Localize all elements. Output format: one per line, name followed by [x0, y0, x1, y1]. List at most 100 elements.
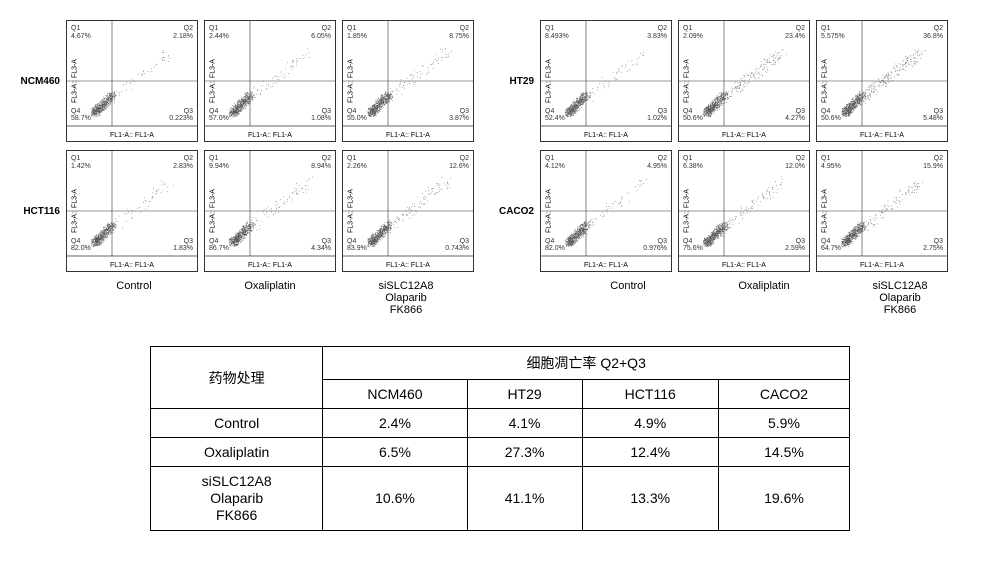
x-axis-label: FL1-A:: FL1-A	[110, 262, 154, 269]
table-cell: 10.6%	[323, 467, 467, 530]
flow-plot: Q19.94%Q28.94%Q34.34%Q486.7%FL3-A:: FL3-…	[204, 150, 336, 272]
row-top: NCM460 Q14.67%Q22.18%Q30.223%Q458.7%FL3-…	[20, 20, 980, 142]
flow-cytometry-grid: NCM460 Q14.67%Q22.18%Q30.223%Q458.7%FL3-…	[20, 20, 980, 316]
x-axis-label: FL1-A:: FL1-A	[110, 132, 154, 139]
q2-label: Q212.6%	[449, 155, 469, 170]
q4-label: Q482.0%	[71, 238, 91, 253]
table-cell: 6.5%	[323, 438, 467, 467]
flow-plot: Q16.38%Q212.0%Q32.59%Q475.6%FL3-A:: FL3-…	[678, 150, 810, 272]
x-axis-label: FL1-A:: FL1-A	[386, 262, 430, 269]
cell-line-label: HT29	[494, 76, 534, 87]
table-column-header: HCT116	[582, 380, 718, 409]
table-cell: 19.6%	[718, 467, 849, 530]
treatment-labels-row: ControlOxaliplatinsiSLC12A8OlaparibFK866…	[20, 280, 980, 316]
q3-label: Q30.743%	[445, 238, 469, 253]
q1-label: Q11.85%	[347, 25, 367, 40]
q4-label: Q483.9%	[347, 238, 367, 253]
table-header-rate: 细胞凋亡率 Q2+Q3	[323, 347, 850, 380]
q1-label: Q15.575%	[821, 25, 845, 40]
table-cell: 12.4%	[582, 438, 718, 467]
flow-plot: Q14.67%Q22.18%Q30.223%Q458.7%FL3-A:: FL3…	[66, 20, 198, 142]
flow-plot: Q12.09%Q223.4%Q34.27%Q450.6%FL3-A:: FL3-…	[678, 20, 810, 142]
y-axis-label: FL3-A:: FL3-A	[71, 189, 78, 233]
q1-label: Q12.44%	[209, 25, 229, 40]
q4-label: Q457.0%	[209, 108, 229, 123]
q4-label: Q455.0%	[347, 108, 367, 123]
q2-label: Q236.8%	[923, 25, 943, 40]
q2-label: Q23.83%	[647, 25, 667, 40]
table-cell: 13.3%	[582, 467, 718, 530]
q4-label: Q450.6%	[683, 108, 703, 123]
q3-label: Q33.87%	[449, 108, 469, 123]
y-axis-label: FL3-A:: FL3-A	[821, 59, 828, 103]
q4-label: Q486.7%	[209, 238, 229, 253]
row-bottom: HCT116 Q11.42%Q22.83%Q31.83%Q482.0%FL3-A…	[20, 150, 980, 272]
x-axis-label: FL1-A:: FL1-A	[386, 132, 430, 139]
q3-label: Q34.27%	[785, 108, 805, 123]
flow-plot: Q14.12%Q24.95%Q30.976%Q482.0%FL3-A:: FL3…	[540, 150, 672, 272]
table-column-header: NCM460	[323, 380, 467, 409]
y-axis-label: FL3-A:: FL3-A	[347, 59, 354, 103]
table-cell: 27.3%	[467, 438, 582, 467]
treatment-label: Oxaliplatin	[696, 280, 832, 316]
flow-plot: Q12.26% Q212.6%Q30.743% Q483.9% FL3-A:: FL3…	[342, 150, 474, 272]
x-axis-label: FL1-A:: FL1-A	[248, 132, 292, 139]
table-cell: 41.1%	[467, 467, 582, 530]
apoptosis-table: 药物处理 细胞凋亡率 Q2+Q3 NCM460HT29HCT116CACO2 C…	[150, 346, 850, 530]
q3-label: Q32.75%	[923, 238, 943, 253]
q2-label: Q215.9%	[923, 155, 943, 170]
y-axis-label: FL3-A:: FL3-A	[209, 59, 216, 103]
q4-label: Q458.7%	[71, 108, 91, 123]
flow-plot: Q11.85%Q28.75%Q33.87%Q455.0%FL3-A:: FL3-…	[342, 20, 474, 142]
flow-plot: Q12.44% Q26.05%Q31.08% Q457.0% FL3-A:: FL3-…	[204, 20, 336, 142]
table-row: Oxaliplatin6.5%27.3%12.4%14.5%	[151, 438, 850, 467]
cell-line-group: NCM460 Q14.67%Q22.18%Q30.223%Q458.7%FL3-…	[20, 20, 474, 142]
table-row-label: Oxaliplatin	[151, 438, 323, 467]
q2-label: Q28.94%	[311, 155, 331, 170]
q3-label: Q30.976%	[643, 238, 667, 253]
q3-label: Q35.48%	[923, 108, 943, 123]
q2-label: Q223.4%	[785, 25, 805, 40]
treatment-label: Control	[560, 280, 696, 316]
table-cell: 14.5%	[718, 438, 849, 467]
x-axis-label: FL1-A:: FL1-A	[722, 132, 766, 139]
cell-line-label: HCT116	[20, 206, 60, 217]
table-row-label: siSLC12A8OlaparibFK866	[151, 467, 323, 530]
apoptosis-table-container: 药物处理 细胞凋亡率 Q2+Q3 NCM460HT29HCT116CACO2 C…	[150, 346, 850, 530]
table-row-label: Control	[151, 409, 323, 438]
x-axis-label: FL1-A:: FL1-A	[722, 262, 766, 269]
y-axis-label: FL3-A:: FL3-A	[347, 189, 354, 233]
flow-plot: Q15.575%Q236.8%Q35.48%Q450.6%FL3-A:: FL3…	[816, 20, 948, 142]
q1-label: Q19.94%	[209, 155, 229, 170]
treatment-label: Control	[66, 280, 202, 316]
table-cell: 4.1%	[467, 409, 582, 438]
y-axis-label: FL3-A:: FL3-A	[821, 189, 828, 233]
y-axis-label: FL3-A:: FL3-A	[683, 189, 690, 233]
table-column-header: HT29	[467, 380, 582, 409]
q2-label: Q26.05%	[311, 25, 331, 40]
x-axis-label: FL1-A:: FL1-A	[860, 262, 904, 269]
q4-label: Q482.0%	[545, 238, 565, 253]
q4-label: Q464.7%	[821, 238, 841, 253]
x-axis-label: FL1-A:: FL1-A	[248, 262, 292, 269]
table-cell: 4.9%	[582, 409, 718, 438]
y-axis-label: FL3-A:: FL3-A	[71, 59, 78, 103]
q1-label: Q14.95%	[821, 155, 841, 170]
q2-label: Q24.95%	[647, 155, 667, 170]
flow-plot: Q18.493%Q23.83%Q31.02%Q452.4%FL3-A:: FL3…	[540, 20, 672, 142]
table-row: Control2.4%4.1%4.9%5.9%	[151, 409, 850, 438]
x-axis-label: FL1-A:: FL1-A	[584, 132, 628, 139]
q3-label: Q31.08%	[311, 108, 331, 123]
flow-plot: Q11.42%Q22.83%Q31.83%Q482.0%FL3-A:: FL3-…	[66, 150, 198, 272]
q2-label: Q22.18%	[173, 25, 193, 40]
x-axis-label: FL1-A:: FL1-A	[584, 262, 628, 269]
q2-label: Q212.0%	[785, 155, 805, 170]
table-row: siSLC12A8OlaparibFK86610.6%41.1%13.3%19.…	[151, 467, 850, 530]
q1-label: Q12.26%	[347, 155, 367, 170]
treatment-label: Oxaliplatin	[202, 280, 338, 316]
q1-label: Q11.42%	[71, 155, 91, 170]
cell-line-label: CACO2	[494, 206, 534, 217]
y-axis-label: FL3-A:: FL3-A	[683, 59, 690, 103]
y-axis-label: FL3-A:: FL3-A	[545, 189, 552, 233]
y-axis-label: FL3-A:: FL3-A	[545, 59, 552, 103]
